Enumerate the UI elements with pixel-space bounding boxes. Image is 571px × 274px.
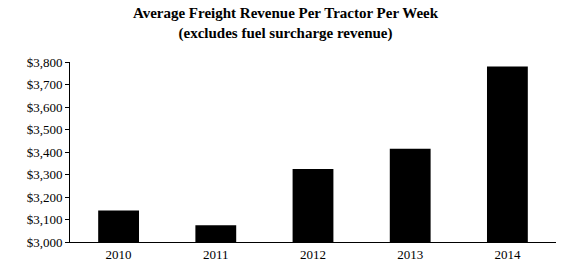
svg-text:2013: 2013 xyxy=(397,247,423,262)
svg-text:2010: 2010 xyxy=(106,247,132,262)
svg-text:$3,700: $3,700 xyxy=(27,77,63,92)
svg-text:$3,000: $3,000 xyxy=(27,235,63,250)
svg-text:$3,800: $3,800 xyxy=(27,55,63,70)
svg-text:$3,300: $3,300 xyxy=(27,167,63,182)
svg-text:2012: 2012 xyxy=(300,247,326,262)
svg-text:Average Freight Revenue Per Tr: Average Freight Revenue Per Tractor Per … xyxy=(133,5,439,42)
svg-text:2011: 2011 xyxy=(203,247,229,262)
svg-text:$3,600: $3,600 xyxy=(27,100,63,115)
svg-text:2014: 2014 xyxy=(494,247,521,262)
svg-text:$3,100: $3,100 xyxy=(27,212,63,227)
svg-text:$3,400: $3,400 xyxy=(27,145,63,160)
svg-text:$3,200: $3,200 xyxy=(27,190,63,205)
svg-text:$3,500: $3,500 xyxy=(27,122,63,137)
